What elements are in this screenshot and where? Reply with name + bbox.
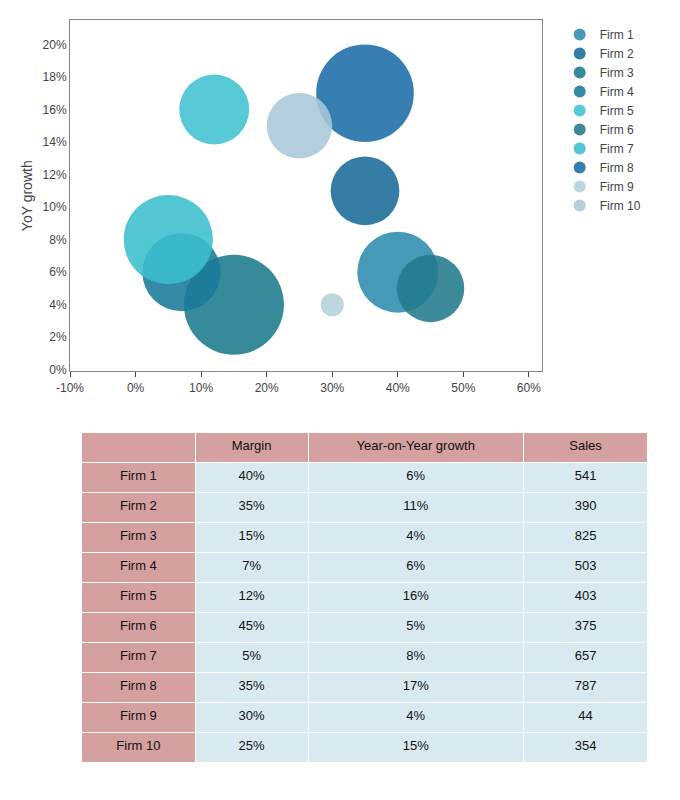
svg-text:-10%: -10% [56, 381, 84, 395]
svg-text:Firm 9: Firm 9 [120, 708, 157, 723]
svg-text:403: 403 [575, 588, 597, 603]
svg-text:390: 390 [575, 498, 597, 513]
svg-text:12%: 12% [239, 588, 265, 603]
svg-text:40%: 40% [386, 381, 410, 395]
svg-text:657: 657 [575, 648, 597, 663]
svg-text:Margin: Margin [232, 438, 272, 453]
svg-text:Firm 4: Firm 4 [120, 558, 157, 573]
svg-text:8%: 8% [49, 233, 67, 247]
svg-text:787: 787 [575, 678, 597, 693]
svg-text:10%: 10% [189, 381, 213, 395]
svg-text:7%: 7% [242, 558, 261, 573]
svg-text:20%: 20% [43, 38, 67, 52]
svg-text:375: 375 [575, 618, 597, 633]
svg-text:35%: 35% [239, 678, 265, 693]
svg-text:541: 541 [575, 468, 597, 483]
svg-text:Firm 2: Firm 2 [600, 47, 634, 61]
svg-text:8%: 8% [406, 648, 425, 663]
svg-text:Sales: Sales [569, 438, 602, 453]
svg-text:40%: 40% [239, 468, 265, 483]
svg-text:15%: 15% [403, 738, 429, 753]
svg-text:5%: 5% [406, 618, 425, 633]
svg-text:2%: 2% [49, 330, 67, 344]
svg-text:YoY growth: YoY growth [19, 160, 35, 231]
svg-text:44: 44 [578, 708, 592, 723]
svg-text:Firm 6: Firm 6 [600, 123, 634, 137]
svg-text:14%: 14% [43, 135, 67, 149]
svg-text:16%: 16% [43, 103, 67, 117]
svg-text:Firm 10: Firm 10 [116, 738, 160, 753]
svg-text:Firm 1: Firm 1 [120, 468, 157, 483]
svg-text:0%: 0% [127, 381, 145, 395]
svg-text:0%: 0% [49, 363, 67, 377]
svg-text:Firm 8: Firm 8 [120, 678, 157, 693]
svg-text:30%: 30% [239, 708, 265, 723]
svg-text:30%: 30% [320, 381, 344, 395]
svg-text:354: 354 [575, 738, 597, 753]
svg-text:4%: 4% [406, 708, 425, 723]
svg-text:Firm 1: Firm 1 [600, 28, 634, 42]
svg-text:Firm 9: Firm 9 [600, 180, 634, 194]
svg-text:Firm 4: Firm 4 [600, 85, 634, 99]
svg-text:825: 825 [575, 528, 597, 543]
svg-text:12%: 12% [43, 168, 67, 182]
svg-text:17%: 17% [403, 678, 429, 693]
svg-text:16%: 16% [403, 588, 429, 603]
svg-text:4%: 4% [49, 298, 67, 312]
svg-text:10%: 10% [43, 200, 67, 214]
svg-text:Firm 3: Firm 3 [120, 528, 157, 543]
svg-text:Firm 5: Firm 5 [600, 104, 634, 118]
svg-text:11%: 11% [403, 498, 428, 513]
svg-text:Firm 3: Firm 3 [600, 66, 634, 80]
svg-text:45%: 45% [239, 618, 265, 633]
svg-text:25%: 25% [239, 738, 265, 753]
svg-text:6%: 6% [406, 558, 425, 573]
svg-text:35%: 35% [239, 498, 265, 513]
svg-text:20%: 20% [255, 381, 279, 395]
svg-text:Firm 6: Firm 6 [120, 618, 157, 633]
svg-text:Firm 7: Firm 7 [600, 142, 634, 156]
svg-text:4%: 4% [406, 528, 425, 543]
svg-text:50%: 50% [451, 381, 475, 395]
svg-text:6%: 6% [49, 265, 67, 279]
svg-text:503: 503 [575, 558, 597, 573]
svg-text:Firm 10: Firm 10 [600, 199, 641, 213]
svg-text:Firm 5: Firm 5 [120, 588, 157, 603]
svg-text:18%: 18% [43, 70, 67, 84]
svg-text:15%: 15% [239, 528, 265, 543]
svg-text:Firm 7: Firm 7 [120, 648, 157, 663]
svg-text:6%: 6% [406, 468, 425, 483]
svg-text:60%: 60% [517, 381, 541, 395]
svg-text:Firm 2: Firm 2 [120, 498, 157, 513]
svg-text:Year-on-Year growth: Year-on-Year growth [357, 438, 475, 453]
svg-text:Firm 8: Firm 8 [600, 161, 634, 175]
svg-text:5%: 5% [242, 648, 261, 663]
